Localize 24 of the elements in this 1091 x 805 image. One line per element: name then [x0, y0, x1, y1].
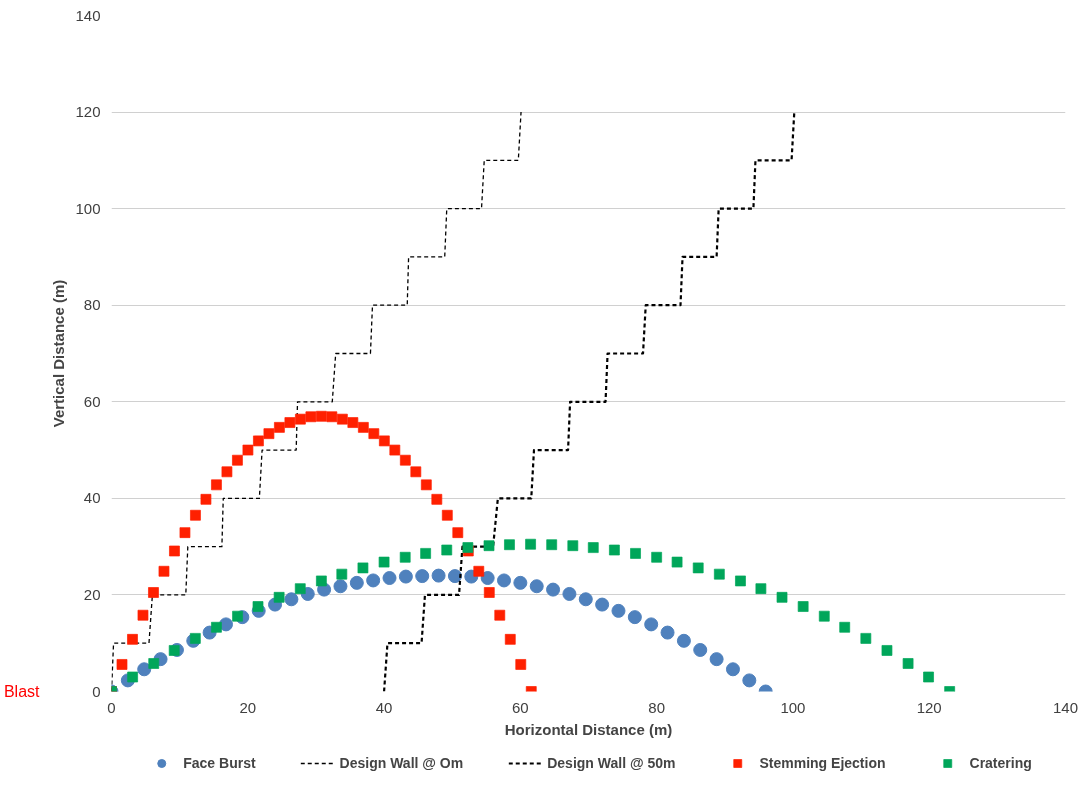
y-tick-label: 0 [92, 682, 101, 700]
legend-label: Design Wall @ Om [339, 754, 464, 771]
text: Blast [3, 683, 41, 700]
x-tick-label: 140 [1052, 698, 1079, 716]
y-axis-title: Vertical Distance (m) [50, 279, 68, 428]
y-tick-label: 100 [75, 199, 101, 217]
x-tick-label: 40 [375, 698, 393, 716]
y-tick-label: 120 [75, 103, 101, 121]
legend-label: Face Burst [183, 754, 256, 771]
y-tick-label: 80 [83, 296, 101, 314]
y-tick-label: 40 [83, 489, 101, 507]
x-axis-title: Horizontal Distance (m) [504, 720, 673, 738]
legend-label: Stemming Ejection [759, 754, 886, 771]
y-tick-label: 140 [75, 6, 101, 24]
x-tick-label: 120 [916, 698, 942, 716]
legend-label: Design Wall @ 50m [547, 754, 676, 771]
x-tick-label: 60 [512, 698, 529, 716]
x-tick-label: 100 [780, 698, 806, 716]
legend-label: Cratering [969, 754, 1032, 771]
x-tick-label: 80 [648, 698, 665, 716]
y-tick-label: 20 [83, 585, 101, 603]
x-tick-label: 0 [107, 698, 116, 716]
x-tick-label: 20 [239, 698, 257, 716]
y-tick-label: 60 [83, 392, 101, 410]
